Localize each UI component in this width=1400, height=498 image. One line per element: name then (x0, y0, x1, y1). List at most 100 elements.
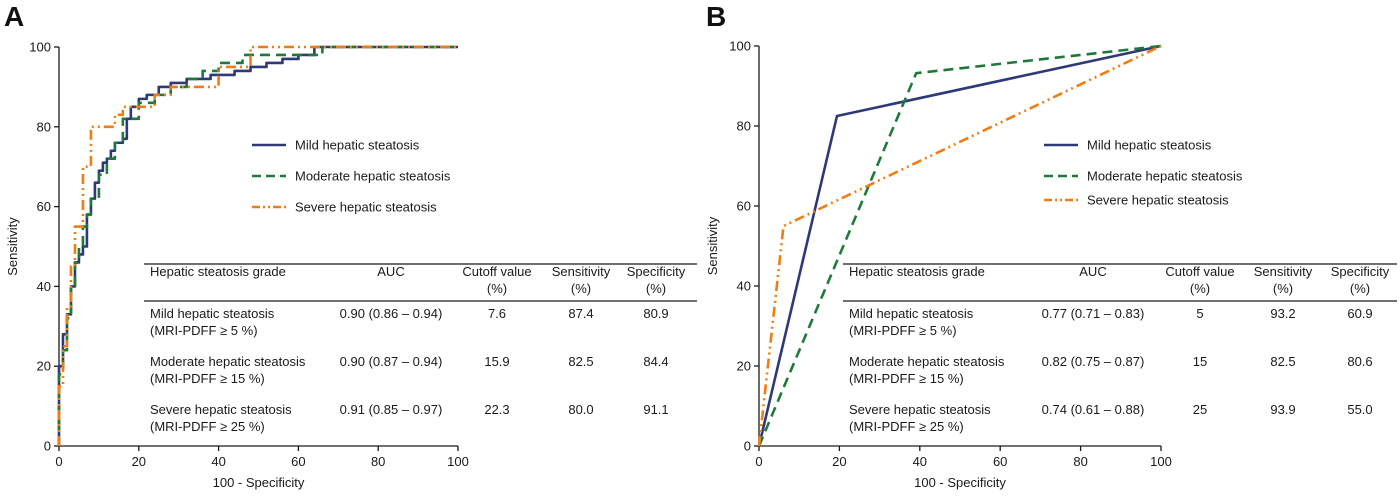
x-tick-label: 0 (755, 454, 762, 469)
table-header-grade: Hepatic steatosis grade (150, 264, 286, 279)
legend-label: Severe hepatic steatosis (295, 200, 437, 215)
table-cell-sensitivity: 87.4 (568, 306, 593, 321)
table-cell-cutoff: 15.9 (484, 354, 509, 369)
table-cell-auc: 0.91 (0.85 – 0.97) (340, 402, 443, 417)
table-header-auc: AUC (377, 264, 404, 279)
legend-label: Moderate hepatic steatosis (1087, 169, 1243, 184)
series-line-3 (757, 44, 1162, 447)
table-header-spec: Specificity (627, 264, 686, 279)
x-tick-label: 60 (993, 454, 1007, 469)
table-cell-sensitivity: 82.5 (1270, 354, 1295, 369)
series-line-2 (757, 44, 1162, 447)
y-tick-label: 40 (737, 279, 751, 294)
table-cell-auc: 0.77 (0.71 – 0.83) (1042, 306, 1145, 321)
y-tick-label: 0 (744, 439, 751, 454)
panel-letter: A (4, 1, 24, 32)
table-cell-criterion: (MRI-PDFF ≥ 25 %) (849, 419, 964, 434)
table-cell-grade: Moderate hepatic steatosis (849, 354, 1005, 369)
table-cell-specificity: 80.9 (643, 306, 668, 321)
table-cell-grade: Severe hepatic steatosis (849, 402, 991, 417)
x-tick-label: 100 (1150, 454, 1172, 469)
table-cell-cutoff: 5 (1196, 306, 1203, 321)
table-cell-criterion: (MRI-PDFF ≥ 25 %) (150, 419, 265, 434)
table-header-cutoff-unit: (%) (1190, 281, 1210, 296)
table-cell-specificity: 84.4 (643, 354, 668, 369)
table-row: Mild hepatic steatosis (MRI-PDFF ≥ 5 %) 0.… (150, 306, 669, 338)
panel-letter: B (706, 1, 726, 32)
table-cell-auc: 0.74 (0.61 – 0.88) (1042, 402, 1145, 417)
table-cell-sensitivity: 80.0 (568, 402, 593, 417)
x-axis-title: 100 - Specificity (914, 475, 1006, 490)
x-tick-label: 40 (913, 454, 927, 469)
table-cell-grade: Mild hepatic steatosis (150, 306, 275, 321)
legend-label: Moderate hepatic steatosis (295, 169, 451, 184)
table-row: Severe hepatic steatosis (MRI-PDFF ≥ 25 %… (150, 402, 669, 434)
y-tick-label: 20 (37, 359, 51, 374)
table-header-auc: AUC (1079, 264, 1106, 279)
table-cell-cutoff: 25 (1193, 402, 1207, 417)
y-tick-label: 0 (44, 439, 51, 454)
y-tick-label: 100 (29, 40, 51, 55)
x-tick-label: 20 (832, 454, 846, 469)
x-tick-label: 80 (371, 454, 385, 469)
x-tick-label: 20 (132, 454, 146, 469)
table-cell-specificity: 60.9 (1347, 306, 1372, 321)
y-tick-label: 80 (37, 119, 51, 134)
legend-label: Severe hepatic steatosis (1087, 193, 1229, 208)
table-header-sens: Sensitivity (552, 264, 611, 279)
table-cell-grade: Moderate hepatic steatosis (150, 354, 306, 369)
y-tick-label: 40 (37, 279, 51, 294)
y-tick-label: 20 (737, 359, 751, 374)
x-tick-label: 60 (291, 454, 305, 469)
table-cell-grade: Severe hepatic steatosis (150, 402, 292, 417)
panel-a: A 0 20 40 60 80 100 0 20 40 60 80 100 100 - Specifici… (4, 1, 697, 490)
series-line-2 (57, 45, 458, 446)
summary-table: Hepatic steatosis grade AUC Cutoff value (%… (843, 263, 1397, 434)
y-tick-label: 80 (737, 119, 751, 134)
series-line-1 (757, 44, 1162, 447)
y-axis-title: Sensitivity (705, 216, 720, 275)
table-header-spec-unit: (%) (646, 281, 666, 296)
table-cell-specificity: 91.1 (643, 402, 668, 417)
x-tick-label: 40 (211, 454, 225, 469)
table-header-cutoff-unit: (%) (487, 281, 507, 296)
table-cell-criterion: (MRI-PDFF ≥ 5 %) (150, 323, 258, 338)
table-row: Moderate hepatic steatosis (MRI-PDFF ≥ 15… (849, 354, 1373, 386)
table-header-sens-unit: (%) (1273, 281, 1293, 296)
panel-b: B 0 20 40 60 80 100 0 20 40 60 80 100 100 - Specifici… (705, 1, 1397, 490)
y-tick-label: 60 (737, 199, 751, 214)
table-cell-auc: 0.90 (0.87 – 0.94) (340, 354, 443, 369)
table-cell-sensitivity: 93.2 (1270, 306, 1295, 321)
table-header-spec: Specificity (1331, 264, 1390, 279)
table-cell-auc: 0.82 (0.75 – 0.87) (1042, 354, 1145, 369)
table-row: Moderate hepatic steatosis (MRI-PDFF ≥ 15… (150, 354, 669, 386)
table-row: Mild hepatic steatosis (MRI-PDFF ≥ 5 %) 0.… (849, 306, 1373, 338)
table-cell-criterion: (MRI-PDFF ≥ 15 %) (849, 371, 964, 386)
y-tick-label: 60 (37, 199, 51, 214)
legend-label: Mild hepatic steatosis (1087, 138, 1212, 153)
table-cell-sensitivity: 82.5 (568, 354, 593, 369)
table-cell-criterion: (MRI-PDFF ≥ 5 %) (849, 323, 957, 338)
x-axis-title: 100 - Specificity (213, 475, 305, 490)
x-tick-label: 80 (1073, 454, 1087, 469)
table-cell-specificity: 55.0 (1347, 402, 1372, 417)
table-header-spec-unit: (%) (1350, 281, 1370, 296)
legend-label: Mild hepatic steatosis (295, 138, 420, 153)
table-cell-cutoff: 22.3 (484, 402, 509, 417)
table-header-grade: Hepatic steatosis grade (849, 264, 985, 279)
x-tick-label: 100 (447, 454, 469, 469)
table-cell-specificity: 80.6 (1347, 354, 1372, 369)
series-line-1 (57, 45, 458, 446)
table-cell-criterion: (MRI-PDFF ≥ 15 %) (150, 371, 265, 386)
table-header-sens: Sensitivity (1254, 264, 1313, 279)
table-cell-auc: 0.90 (0.86 – 0.94) (340, 306, 443, 321)
table-cell-sensitivity: 93.9 (1270, 402, 1295, 417)
y-tick-label: 100 (729, 39, 751, 54)
table-cell-grade: Mild hepatic steatosis (849, 306, 974, 321)
table-row: Severe hepatic steatosis (MRI-PDFF ≥ 25 %… (849, 402, 1373, 434)
table-cell-cutoff: 7.6 (488, 306, 506, 321)
y-axis-title: Sensitivity (5, 217, 20, 276)
summary-table: Hepatic steatosis grade AUC Cutoff value (%… (144, 263, 697, 434)
table-header-cutoff: Cutoff value (462, 264, 531, 279)
